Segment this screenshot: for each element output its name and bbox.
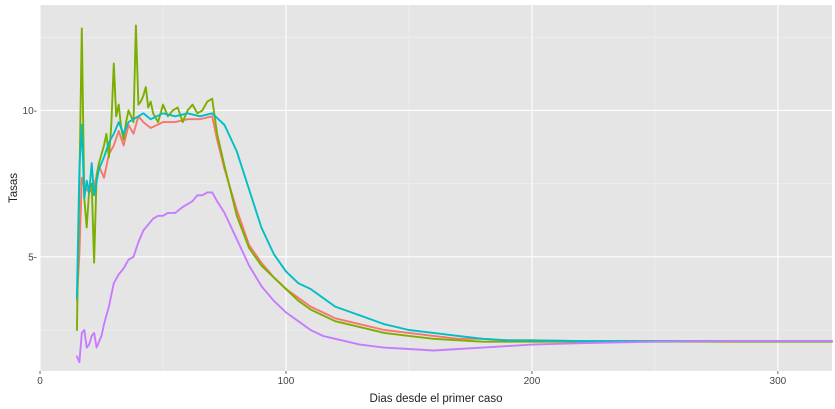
minor-gridlines <box>40 5 832 371</box>
x-tick-label: 200 <box>524 376 541 387</box>
tick-marks <box>39 371 779 374</box>
series-line-3 <box>75 112 833 343</box>
y-tick-label: 5- <box>28 252 37 263</box>
y-axis-title: Tasas <box>8 173 20 203</box>
series-line-1 <box>75 115 833 343</box>
series-line-4 <box>75 191 833 364</box>
series-layer <box>75 24 833 364</box>
series-line-2 <box>75 24 833 343</box>
tick-labels: 0 100 200 300 5- 10- <box>23 106 787 387</box>
y-tick-label: 10- <box>23 106 37 117</box>
x-axis-title: Dias desde el primer caso <box>370 393 503 405</box>
x-tick-label: 300 <box>770 376 787 387</box>
plot-panel <box>40 5 832 371</box>
x-tick-label: 0 <box>37 376 43 387</box>
x-tick-label: 100 <box>278 376 295 387</box>
